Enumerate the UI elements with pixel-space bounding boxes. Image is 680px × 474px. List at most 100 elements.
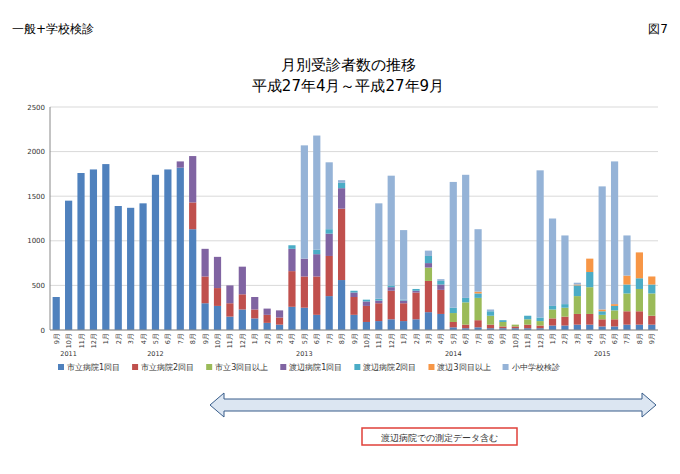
bar xyxy=(636,325,643,330)
figure-number: 図7 xyxy=(648,22,668,36)
bar xyxy=(115,206,122,330)
bar xyxy=(326,256,333,296)
legend: 市立病院1回目市立病院2回目市立3回目以上渡辺病院1回目渡辺病院2回目渡辺3回目… xyxy=(58,363,560,372)
bar xyxy=(264,308,271,309)
bar xyxy=(499,320,506,322)
title: 月別受診者数の推移 xyxy=(281,56,416,74)
bar xyxy=(375,303,382,321)
x-axis xyxy=(50,330,658,331)
x-tick-label: 1月 xyxy=(549,333,557,344)
bar xyxy=(574,296,581,314)
bar xyxy=(611,326,618,330)
bar xyxy=(574,314,581,325)
y-tick-label: 2500 xyxy=(27,104,45,112)
bar xyxy=(288,245,295,249)
bar xyxy=(561,235,568,304)
bar xyxy=(537,321,544,325)
bar xyxy=(350,291,357,293)
bar xyxy=(412,319,419,330)
bar xyxy=(239,309,246,330)
bar xyxy=(90,169,97,170)
bar xyxy=(450,313,457,322)
bar xyxy=(599,311,606,315)
bar xyxy=(586,325,593,330)
note-box xyxy=(362,428,517,445)
bar xyxy=(586,258,593,259)
bar xyxy=(437,290,444,314)
bar xyxy=(499,320,506,321)
bar xyxy=(152,174,159,175)
bar xyxy=(276,318,283,325)
bar xyxy=(239,266,246,267)
bar xyxy=(288,245,295,246)
bar xyxy=(412,289,419,291)
bar xyxy=(276,310,283,311)
bar xyxy=(177,161,184,162)
bar xyxy=(164,169,171,170)
bar xyxy=(388,287,395,291)
x-tick-label: 9月 xyxy=(202,333,210,344)
bar xyxy=(425,281,432,312)
bar xyxy=(599,326,606,330)
bar xyxy=(636,289,643,311)
bar xyxy=(450,308,457,313)
bar xyxy=(226,317,233,330)
bar xyxy=(139,203,146,330)
bar xyxy=(177,168,184,330)
bar xyxy=(338,183,345,188)
bar xyxy=(412,291,419,293)
bar xyxy=(127,207,134,208)
bar xyxy=(115,206,122,207)
bar xyxy=(363,299,370,300)
x-tick-label: 5月 xyxy=(301,333,309,344)
y-tick-label: 1000 xyxy=(27,237,45,245)
grid-line xyxy=(50,330,658,331)
bar xyxy=(65,200,72,201)
bar xyxy=(425,256,432,263)
bar xyxy=(139,203,146,204)
bar xyxy=(214,256,221,257)
bar xyxy=(636,252,643,253)
bar xyxy=(177,161,184,167)
bar xyxy=(586,259,593,272)
bar xyxy=(611,319,618,326)
bar xyxy=(388,285,395,287)
bar xyxy=(400,230,407,300)
bar xyxy=(164,169,171,170)
bar xyxy=(139,203,146,204)
bar xyxy=(549,306,556,310)
bar xyxy=(326,234,333,256)
bar xyxy=(350,315,357,330)
bar xyxy=(474,229,481,291)
bar xyxy=(313,250,320,254)
bar xyxy=(512,324,519,325)
bar xyxy=(462,302,469,324)
bar xyxy=(636,278,643,289)
bar xyxy=(648,325,655,330)
bar xyxy=(288,271,295,307)
bar xyxy=(487,311,494,315)
bar xyxy=(487,309,494,311)
bar xyxy=(202,249,209,277)
bar xyxy=(549,219,556,306)
bar xyxy=(214,257,221,288)
bar xyxy=(264,308,271,309)
x-tick-label: 6月 xyxy=(611,333,619,344)
bar xyxy=(127,207,134,208)
bar xyxy=(425,268,432,281)
bar xyxy=(388,319,395,330)
bar xyxy=(90,169,97,330)
bar xyxy=(53,296,60,297)
grid-line xyxy=(50,196,658,197)
bar xyxy=(524,315,531,316)
year-label: 2013 xyxy=(296,350,313,358)
x-tick-label: 6月 xyxy=(313,333,321,344)
bar xyxy=(152,174,159,175)
bar xyxy=(437,279,444,281)
x-tick-label: 10月 xyxy=(363,333,371,348)
bar xyxy=(102,164,109,330)
bar xyxy=(512,324,519,325)
bar xyxy=(102,164,109,165)
year-label: 2011 xyxy=(60,350,77,358)
bar xyxy=(549,318,556,325)
